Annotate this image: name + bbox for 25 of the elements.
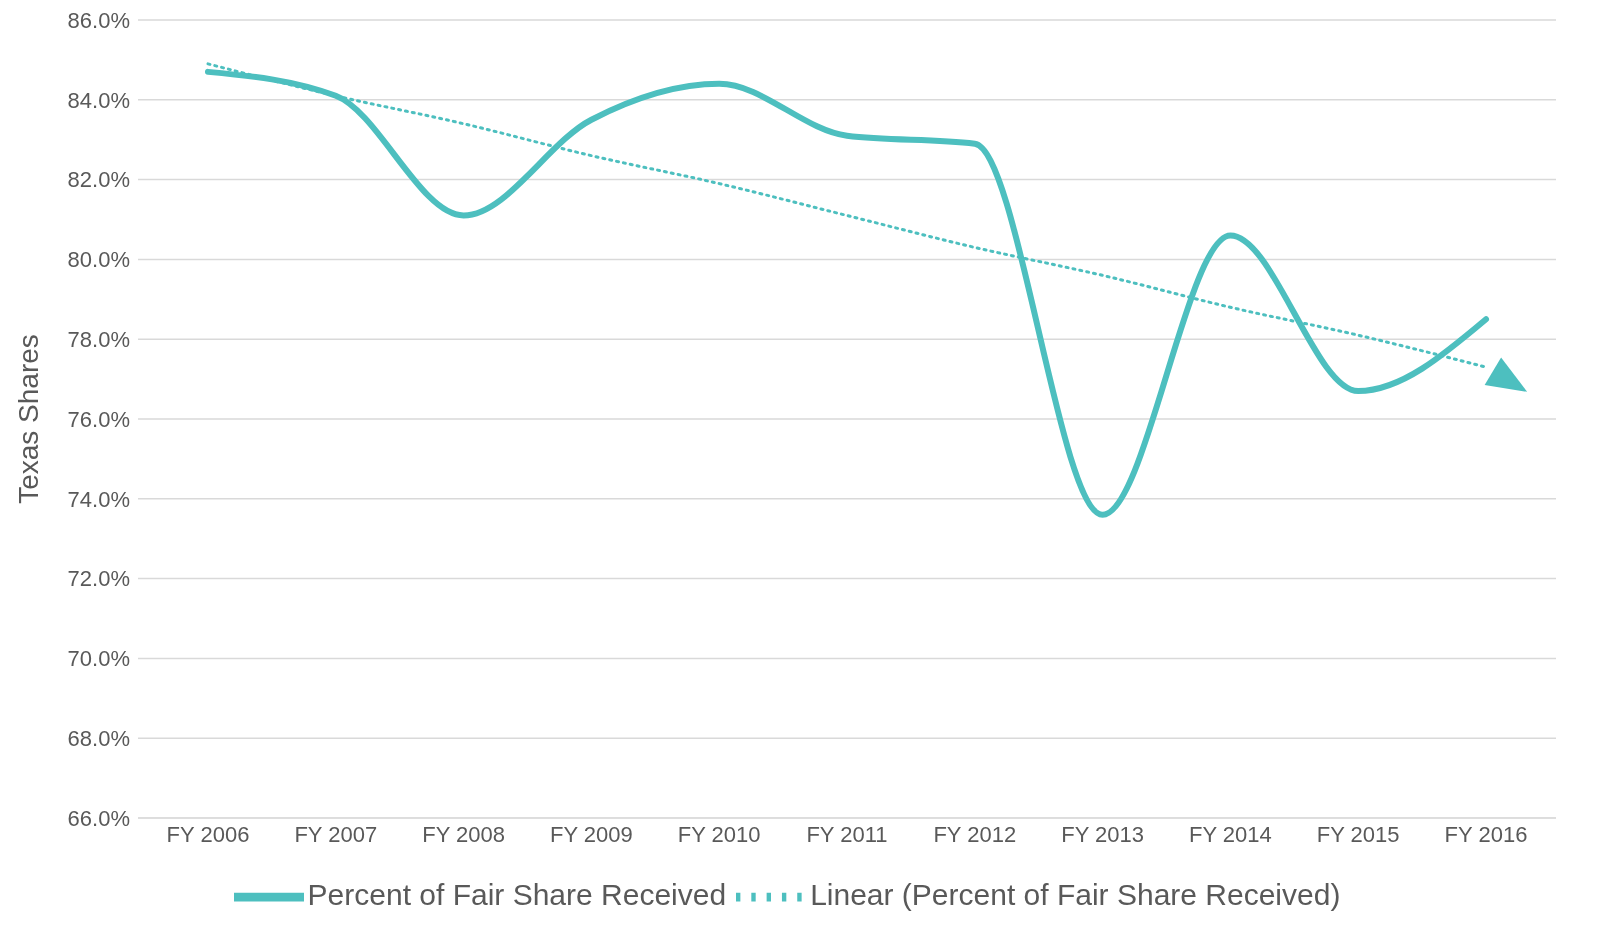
y-tick-label: 86.0% bbox=[67, 7, 130, 33]
legend-label: Linear (Percent of Fair Share Received) bbox=[810, 877, 1341, 911]
y-tick-label: 68.0% bbox=[67, 726, 130, 752]
y-tick-label: 72.0% bbox=[67, 566, 130, 592]
y-axis-title: Texas Shares bbox=[12, 334, 44, 504]
x-tick-label: FY 2007 bbox=[294, 821, 378, 847]
y-tick-label: 80.0% bbox=[67, 247, 130, 273]
x-tick-label: FY 2014 bbox=[1189, 821, 1272, 847]
y-tick-label: 66.0% bbox=[67, 805, 130, 831]
x-tick-label: FY 2015 bbox=[1316, 821, 1400, 847]
legend-label: Percent of Fair Share Received bbox=[307, 877, 727, 911]
y-tick-label: 78.0% bbox=[67, 327, 130, 353]
x-tick-label: FY 2011 bbox=[806, 821, 888, 847]
x-tick-label: FY 2009 bbox=[550, 821, 633, 847]
y-tick-label: 70.0% bbox=[67, 646, 130, 672]
y-tick-label: 82.0% bbox=[67, 167, 130, 193]
x-tick-label: FY 2006 bbox=[166, 821, 250, 847]
y-tick-label: 74.0% bbox=[67, 486, 130, 512]
x-tick-label: FY 2008 bbox=[422, 821, 505, 847]
x-tick-label: FY 2016 bbox=[1444, 821, 1528, 847]
x-tick-label: FY 2012 bbox=[933, 821, 1017, 847]
x-tick-label: FY 2010 bbox=[677, 821, 761, 847]
y-tick-label: 76.0% bbox=[67, 406, 130, 432]
y-tick-label: 84.0% bbox=[67, 87, 130, 113]
x-tick-label: FY 2013 bbox=[1061, 821, 1144, 847]
